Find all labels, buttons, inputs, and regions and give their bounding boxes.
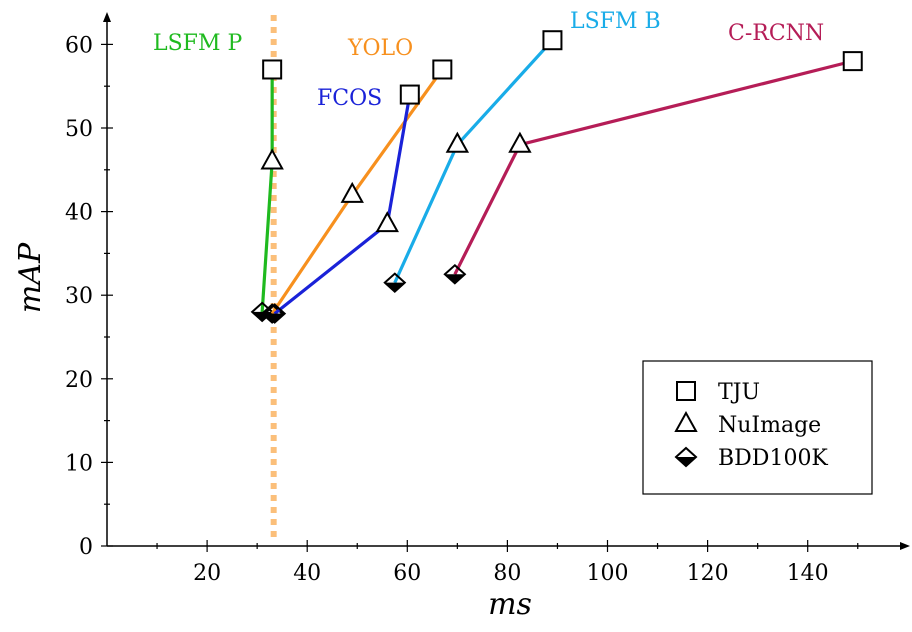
y-axis-arrow (103, 12, 111, 22)
series-lsfm-b: LSFM B (383, 9, 661, 294)
data-point-square (432, 59, 453, 80)
x-tick-label: 100 (587, 561, 629, 586)
data-point-triangle (445, 131, 470, 153)
data-point-square (399, 84, 420, 105)
square-marker-shape (432, 59, 453, 80)
series-line (260, 69, 274, 313)
data-point-square (542, 30, 563, 51)
y-tick-label: 60 (65, 33, 93, 58)
series-c-rcnn: C-RCNN (443, 21, 863, 285)
x-tick-label: 40 (293, 561, 321, 586)
data-point-triangle (375, 211, 399, 233)
series-label: LSFM P (153, 31, 242, 56)
triangle-marker-shape (508, 131, 532, 153)
legend-label: BDD100K (718, 446, 828, 471)
data-point-triangle (508, 131, 532, 153)
series-line (453, 59, 854, 276)
square-marker-shape (262, 59, 283, 80)
data-point-triangle (260, 148, 284, 170)
series-label: LSFM B (570, 9, 661, 34)
data-point-square (842, 51, 863, 72)
triangle-marker-shape (340, 181, 364, 203)
axes: 20 40 60 80 100 120 140 0 10 20 30 40 50 60 (65, 12, 910, 586)
y-tick-label: 10 (65, 451, 93, 476)
series-label: FCOS (317, 86, 382, 111)
diamond-outline (674, 446, 698, 468)
square-marker-shape (676, 381, 696, 401)
data-point-diamond-half (443, 263, 467, 285)
series-fcos: FCOS (263, 84, 420, 324)
x-tick-label: 20 (193, 561, 221, 586)
legend: TJU NuImage BDD100K (642, 360, 873, 495)
data-point-diamond-half (263, 303, 287, 324)
x-tick-label: 120 (687, 561, 729, 586)
y-axis-title: mAP (13, 242, 48, 313)
legend-label: TJU (718, 380, 760, 405)
data-point-square (262, 59, 283, 80)
data-point-triangle (340, 181, 364, 203)
diamond-outline (443, 263, 467, 285)
diamond-outline (263, 303, 287, 324)
series-line (393, 39, 554, 284)
legend-marker-triangle (674, 410, 698, 432)
diamond-lower-fill (264, 313, 285, 323)
y-tick-label: 40 (65, 201, 93, 226)
diamond-lower-fill (444, 274, 465, 284)
series-yolo: YOLO (260, 36, 453, 324)
y-tick-label: 30 (65, 284, 93, 309)
diamond-outline (383, 272, 407, 294)
legend-marker-diamond-half (674, 446, 698, 468)
square-marker-shape (842, 51, 863, 72)
diamond-lower-fill (384, 282, 405, 292)
y-tick-label: 20 (65, 368, 93, 393)
square-marker-shape (542, 30, 563, 51)
series-lsfm-p: LSFM P (153, 31, 284, 323)
series-layer: LSFM P YOLO FCOS LSFM B C-RCNN (153, 9, 863, 324)
x-axis-arrow (900, 542, 910, 550)
x-tick-label: 80 (493, 561, 521, 586)
x-axis-title: ms (488, 587, 532, 622)
series-label: YOLO (347, 36, 413, 61)
data-point-diamond-half (383, 272, 407, 294)
y-tick-label: 50 (65, 117, 93, 142)
x-tick-label: 140 (787, 561, 829, 586)
diamond-lower-fill (676, 457, 696, 466)
triangle-marker-shape (260, 148, 284, 170)
square-marker-shape (399, 84, 420, 105)
series-label: C-RCNN (728, 21, 824, 46)
legend-marker-square (676, 381, 696, 401)
y-tick-label: 0 (79, 535, 93, 560)
triangle-marker-shape (375, 211, 399, 233)
triangle-marker-shape (445, 131, 470, 153)
x-tick-label: 60 (393, 561, 421, 586)
triangle-marker-shape (674, 410, 698, 432)
legend-label: NuImage (718, 413, 821, 438)
